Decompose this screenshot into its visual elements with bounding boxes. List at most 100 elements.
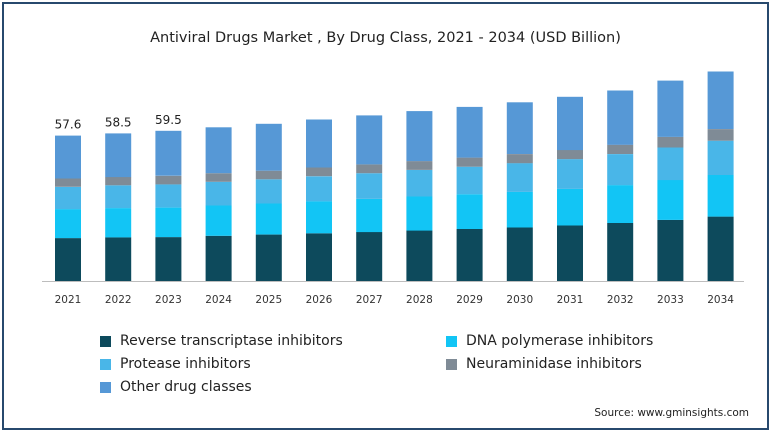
legend-swatch-protease xyxy=(100,358,111,370)
bar-2028-series-3 xyxy=(406,161,433,170)
legend-label-dna-polymerase: DNA polymerase inhibitors xyxy=(466,333,654,349)
x-tick-label-2032: 2032 xyxy=(607,294,634,306)
legend-item-neuraminidase: Neuraminidase inhibitors xyxy=(446,356,642,372)
bar-2027-series-1 xyxy=(356,199,383,233)
bar-2021-series-0 xyxy=(55,238,81,281)
bar-2024-series-2 xyxy=(205,181,232,206)
bar-2025-series-0 xyxy=(255,234,282,281)
x-tick-label-2030: 2030 xyxy=(506,294,533,306)
bar-2033-series-2 xyxy=(657,147,684,181)
bar-2022-series-4 xyxy=(105,133,132,178)
legend-label-protease: Protease inhibitors xyxy=(120,356,251,372)
legend-swatch-neuraminidase xyxy=(446,358,457,370)
chart-title: Antiviral Drugs Market , By Drug Class, … xyxy=(150,30,621,46)
x-tick-label-2029: 2029 xyxy=(456,294,483,306)
bar-2027-series-2 xyxy=(356,173,383,199)
bar-2024-series-3 xyxy=(205,173,232,182)
source-note: Source: www.gminsights.com xyxy=(594,407,749,419)
bar-2030-series-3 xyxy=(506,154,533,164)
bar-2034-series-1 xyxy=(707,175,734,217)
bar-2031-series-2 xyxy=(557,159,583,189)
x-tick-label-2023: 2023 xyxy=(155,294,182,306)
bar-2027-series-3 xyxy=(356,164,383,174)
bar-2025-series-3 xyxy=(255,170,282,180)
bar-2023-series-2 xyxy=(155,184,182,208)
legend-item-other-drug-classes: Other drug classes xyxy=(100,379,252,395)
bar-2030-series-1 xyxy=(506,191,533,228)
bar-2032-series-4 xyxy=(607,90,634,145)
legend-label-other-drug-classes: Other drug classes xyxy=(120,379,252,395)
bar-2025-series-1 xyxy=(255,203,282,235)
bar-2023-series-3 xyxy=(155,175,182,185)
bar-2026-series-1 xyxy=(306,201,332,234)
bar-2021-series-1 xyxy=(55,209,81,239)
x-tick-label-2024: 2024 xyxy=(205,294,232,306)
bar-2034-series-0 xyxy=(707,216,734,281)
bar-2032-series-0 xyxy=(607,223,634,281)
bar-2022-series-0 xyxy=(105,237,132,281)
bar-2029-series-1 xyxy=(456,194,483,229)
bar-2023-series-1 xyxy=(155,207,182,238)
bar-2029-series-3 xyxy=(456,157,483,167)
bar-2031-series-1 xyxy=(557,188,583,226)
bar-2025-series-2 xyxy=(255,179,282,204)
data-label-2021: 57.6 xyxy=(55,118,82,132)
bar-2028-series-1 xyxy=(406,196,433,231)
bar-2029-series-0 xyxy=(456,229,483,281)
legend-item-protease: Protease inhibitors xyxy=(100,356,251,372)
bar-2026-series-0 xyxy=(306,233,332,281)
bar-2032-series-1 xyxy=(607,185,634,223)
bar-2033-series-0 xyxy=(657,219,684,281)
x-tick-label-2028: 2028 xyxy=(406,294,433,306)
bar-2022-series-3 xyxy=(105,177,132,186)
x-tick-label-2033: 2033 xyxy=(657,294,684,306)
bar-2029-series-4 xyxy=(456,106,483,158)
x-tick-label-2034: 2034 xyxy=(707,294,734,306)
legend-label-neuraminidase: Neuraminidase inhibitors xyxy=(466,356,642,372)
bar-2021-series-2 xyxy=(55,186,81,210)
bar-2031-series-4 xyxy=(557,96,583,151)
bar-2024-series-1 xyxy=(205,205,232,236)
bar-2027-series-4 xyxy=(356,115,383,165)
x-tick-label-2031: 2031 xyxy=(557,294,584,306)
legend-swatch-reverse-transcriptase xyxy=(100,335,111,347)
bar-2030-series-0 xyxy=(506,227,533,281)
data-label-2022: 58.5 xyxy=(105,115,132,129)
legend-swatch-dna-polymerase xyxy=(446,335,457,347)
x-tick-label-2027: 2027 xyxy=(356,294,383,306)
bar-2026-series-3 xyxy=(306,167,332,177)
bar-2023-series-0 xyxy=(155,237,182,281)
bar-2021-series-3 xyxy=(55,178,81,187)
bar-2026-series-2 xyxy=(306,176,332,202)
data-label-2023: 59.5 xyxy=(155,113,182,127)
bar-2027-series-0 xyxy=(356,232,383,281)
legend-swatch-other-drug-classes xyxy=(100,381,111,393)
legend-item-dna-polymerase: DNA polymerase inhibitors xyxy=(446,333,653,349)
bar-2026-series-4 xyxy=(306,119,332,168)
bar-2028-series-2 xyxy=(406,170,433,197)
bar-2034-series-2 xyxy=(707,140,734,175)
legend-item-reverse-transcriptase: Reverse transcriptase inhibitors xyxy=(100,333,343,349)
bar-2034-series-4 xyxy=(707,71,734,129)
bar-2031-series-3 xyxy=(557,150,583,160)
bar-2032-series-2 xyxy=(607,154,634,186)
x-tick-label-2026: 2026 xyxy=(306,294,333,306)
bar-2028-series-4 xyxy=(406,111,433,162)
bar-2022-series-2 xyxy=(105,185,132,208)
bar-2024-series-4 xyxy=(205,127,232,174)
x-tick-label-2022: 2022 xyxy=(105,294,132,306)
x-tick-label-2025: 2025 xyxy=(255,294,282,306)
bar-2021-series-4 xyxy=(55,135,81,179)
bar-2031-series-0 xyxy=(557,225,583,281)
bar-2032-series-3 xyxy=(607,144,634,154)
bar-2028-series-0 xyxy=(406,230,433,281)
bar-2025-series-4 xyxy=(255,123,282,171)
bar-2024-series-0 xyxy=(205,235,232,281)
x-tick-label-2021: 2021 xyxy=(55,294,82,306)
bar-2030-series-2 xyxy=(506,163,533,192)
bar-2034-series-3 xyxy=(707,129,734,141)
bar-2033-series-1 xyxy=(657,180,684,220)
bar-2033-series-3 xyxy=(657,136,684,148)
